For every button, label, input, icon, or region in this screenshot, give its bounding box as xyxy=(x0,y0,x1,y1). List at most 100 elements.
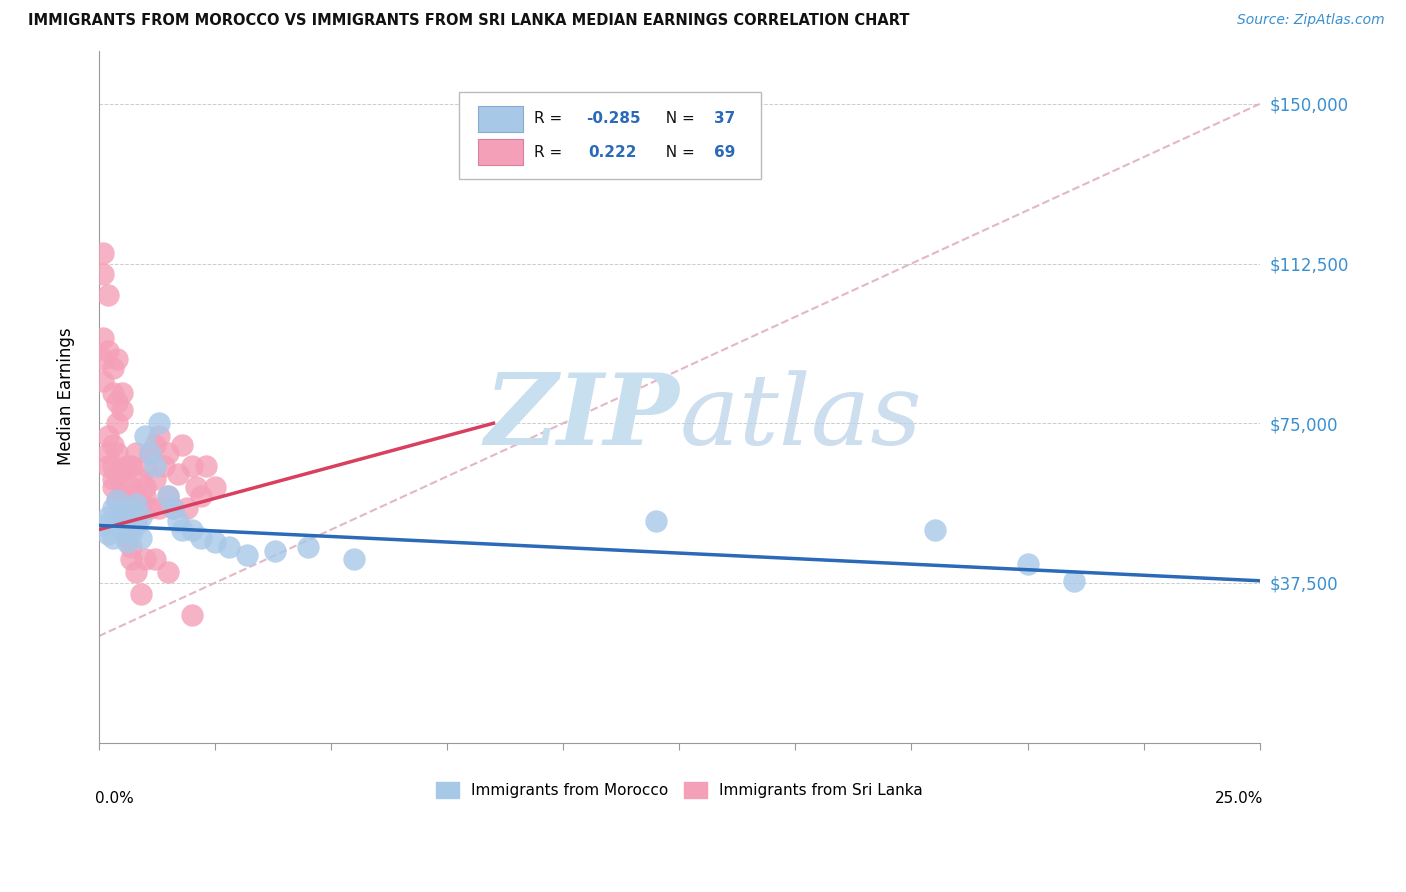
Point xyxy=(157,566,180,580)
Point xyxy=(101,458,124,473)
Point xyxy=(97,343,120,358)
Point xyxy=(129,472,152,486)
Point xyxy=(93,267,115,281)
Point xyxy=(105,352,128,367)
Point xyxy=(115,458,138,473)
FancyBboxPatch shape xyxy=(458,92,761,178)
Point xyxy=(148,429,170,443)
Point xyxy=(120,540,142,554)
Text: 0.222: 0.222 xyxy=(589,145,637,160)
Point xyxy=(129,509,152,524)
Point xyxy=(93,331,115,345)
Point xyxy=(162,501,184,516)
Point xyxy=(343,552,366,566)
Point xyxy=(134,458,156,473)
Point xyxy=(297,540,319,554)
Point xyxy=(143,552,166,566)
Y-axis label: Median Earnings: Median Earnings xyxy=(58,327,75,466)
Point xyxy=(143,458,166,473)
Point xyxy=(148,416,170,430)
Point xyxy=(115,531,138,545)
Point xyxy=(134,429,156,443)
Point xyxy=(111,480,134,494)
Text: 25.0%: 25.0% xyxy=(1215,791,1263,806)
Point xyxy=(139,501,162,516)
Point xyxy=(645,514,668,528)
Point xyxy=(180,607,202,622)
Point xyxy=(101,360,124,375)
Point xyxy=(120,552,142,566)
Point xyxy=(143,437,166,451)
Point xyxy=(115,509,138,524)
Point xyxy=(153,458,176,473)
Text: 69: 69 xyxy=(714,145,735,160)
Point xyxy=(172,437,194,451)
FancyBboxPatch shape xyxy=(478,139,523,165)
Text: Source: ZipAtlas.com: Source: ZipAtlas.com xyxy=(1237,13,1385,28)
Point xyxy=(204,480,226,494)
Point xyxy=(97,429,120,443)
Point xyxy=(218,540,240,554)
Point xyxy=(111,506,134,520)
Point xyxy=(194,458,217,473)
Text: R =: R = xyxy=(534,111,567,126)
Point xyxy=(120,527,142,541)
Point xyxy=(157,489,180,503)
Point xyxy=(97,509,120,524)
Text: N =: N = xyxy=(657,145,700,160)
Text: IMMIGRANTS FROM MOROCCO VS IMMIGRANTS FROM SRI LANKA MEDIAN EARNINGS CORRELATION: IMMIGRANTS FROM MOROCCO VS IMMIGRANTS FR… xyxy=(28,13,910,29)
Point xyxy=(115,535,138,549)
Point xyxy=(93,374,115,388)
Point xyxy=(139,446,162,460)
Text: R =: R = xyxy=(534,145,567,160)
Point xyxy=(97,288,120,302)
Point xyxy=(166,514,188,528)
Point xyxy=(148,501,170,516)
Point xyxy=(111,523,134,537)
Point xyxy=(115,492,138,507)
Point xyxy=(1017,557,1039,571)
Point xyxy=(139,446,162,460)
Point xyxy=(180,523,202,537)
Point xyxy=(101,437,124,451)
Point xyxy=(129,497,152,511)
Point xyxy=(111,489,134,503)
Point xyxy=(204,535,226,549)
Point xyxy=(101,472,124,486)
Point xyxy=(97,446,120,460)
Point xyxy=(93,246,115,260)
Point xyxy=(157,489,180,503)
Point xyxy=(101,501,124,516)
Point xyxy=(236,548,259,562)
Point xyxy=(129,531,152,545)
Point xyxy=(190,531,212,545)
Point xyxy=(143,472,166,486)
Point xyxy=(101,531,124,545)
Point xyxy=(129,586,152,600)
Point xyxy=(125,514,148,528)
Point xyxy=(125,489,148,503)
Point xyxy=(101,480,124,494)
Legend: Immigrants from Morocco, Immigrants from Sri Lanka: Immigrants from Morocco, Immigrants from… xyxy=(430,776,928,804)
Text: -0.285: -0.285 xyxy=(586,111,641,126)
Point xyxy=(134,489,156,503)
Point xyxy=(120,501,142,516)
Point xyxy=(105,492,128,507)
Point xyxy=(111,403,134,417)
Point xyxy=(93,352,115,367)
Text: N =: N = xyxy=(657,111,700,126)
Point xyxy=(166,467,188,482)
Point xyxy=(172,523,194,537)
Point xyxy=(125,497,148,511)
Point xyxy=(162,501,184,516)
Point xyxy=(924,523,946,537)
Point xyxy=(97,458,120,473)
Point xyxy=(105,416,128,430)
Point xyxy=(134,480,156,494)
Point xyxy=(125,446,148,460)
Point xyxy=(115,509,138,524)
Point xyxy=(105,467,128,482)
Point xyxy=(111,463,134,477)
Point xyxy=(125,566,148,580)
Point xyxy=(186,480,208,494)
